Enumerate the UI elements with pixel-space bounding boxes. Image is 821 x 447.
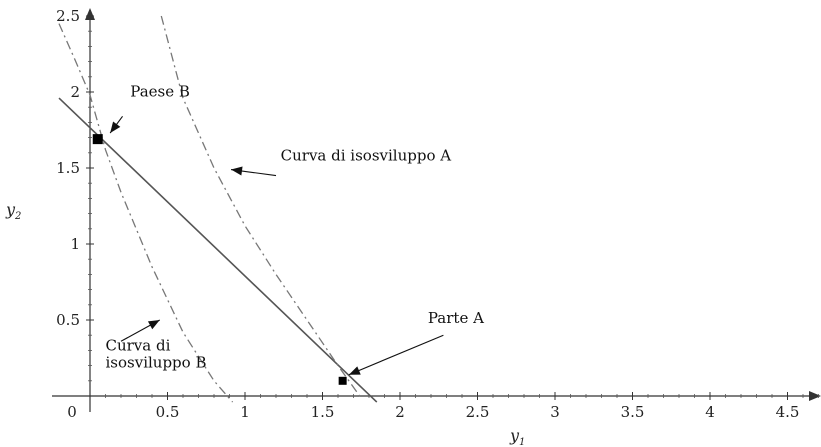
x-tick-label-6: 3 bbox=[550, 403, 560, 421]
chart-marks bbox=[58, 15, 378, 403]
x-tick-label-1: 0.5 bbox=[156, 403, 180, 421]
y-tick-label-1: 1 bbox=[70, 235, 80, 253]
label-curva-b: Curva di isosviluppo B bbox=[106, 336, 207, 371]
y-tick-label-0: 0.5 bbox=[56, 311, 80, 329]
label-paese-b-line-0: Paese B bbox=[130, 83, 190, 101]
label-curva-b-line-1: isosviluppo B bbox=[106, 353, 207, 371]
series-line-0 bbox=[58, 97, 378, 403]
y-tick-label-2: 1.5 bbox=[56, 159, 80, 177]
paese-b-point bbox=[92, 134, 103, 145]
label-parte-a: Parte A bbox=[428, 309, 484, 327]
x-axis-title: y1 bbox=[509, 426, 525, 447]
y-axis-title-main: y bbox=[5, 200, 16, 219]
x-tick-label-0: 0 bbox=[67, 403, 77, 421]
x-tick-label-5: 2.5 bbox=[466, 403, 490, 421]
label-curva-b-arrow-head bbox=[147, 320, 160, 330]
label-parte-a-line-0: Parte A bbox=[428, 309, 484, 327]
label-parte-a-arrow-line bbox=[348, 334, 444, 376]
y-axis-arrow bbox=[85, 8, 95, 20]
y-axis-title: y2 bbox=[5, 200, 21, 222]
x-axis-title-sub: 1 bbox=[519, 437, 525, 447]
x-axis-title-main: y bbox=[509, 426, 520, 445]
label-curva-b-line-0: Curva di bbox=[106, 336, 171, 354]
x-tick-label-9: 4.5 bbox=[776, 403, 800, 421]
label-curva-a-line-0: Curva di isosviluppo A bbox=[281, 146, 452, 164]
x-tick-label-7: 3.5 bbox=[621, 403, 645, 421]
x-tick-label-3: 1.5 bbox=[311, 403, 335, 421]
label-paese-b-arrow-head bbox=[110, 121, 121, 134]
label-curva-a-arrow-head bbox=[231, 166, 243, 176]
y-tick-label-3: 2 bbox=[70, 83, 80, 101]
y-tick-label-4: 2.5 bbox=[56, 7, 80, 25]
label-curva-a: Curva di isosviluppo A bbox=[281, 146, 452, 164]
y-axis-title-sub: 2 bbox=[14, 211, 21, 222]
series-line-1 bbox=[160, 15, 361, 397]
x-tick-label-8: 4 bbox=[705, 403, 715, 421]
label-parte-a-arrow-head bbox=[348, 366, 361, 375]
chart-ticks: 0 0.5 1 1.5 2 2.5 3 3.5 4 4.5 0.5 1 1.5 2 2.5 bbox=[56, 7, 819, 421]
parte-a-point bbox=[338, 376, 347, 385]
label-paese-b: Paese B bbox=[130, 83, 190, 101]
x-axis-arrow bbox=[809, 391, 821, 401]
x-tick-label-2: 1 bbox=[240, 403, 250, 421]
x-tick-label-4: 2 bbox=[395, 403, 405, 421]
series-line-2 bbox=[58, 23, 234, 403]
chart-annotations: Paese B Curva di isosviluppo A Curva di iso… bbox=[106, 83, 484, 376]
